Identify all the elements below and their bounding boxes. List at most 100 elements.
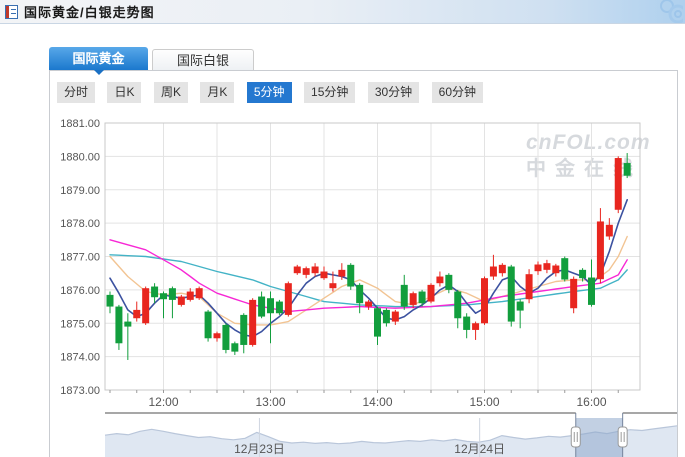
candle-body (605, 224, 613, 237)
candle-body (570, 278, 578, 309)
period-toolbar: 分时 日K 周K 月K 5分钟 15分钟 30分钟 60分钟 (57, 82, 491, 103)
candle-body (213, 333, 221, 339)
x-axis-label: 12:00 (148, 395, 178, 409)
navigator-area[interactable] (105, 425, 677, 457)
watermark-brand: cnFOL.com (526, 131, 651, 154)
y-axis-label: 1878.00 (60, 218, 100, 230)
ma-orange-line (109, 235, 628, 326)
page-title: 国际黄金/白银走势图 (24, 5, 155, 20)
tab-international-gold[interactable]: 国际黄金 (49, 47, 148, 75)
candle-body (231, 343, 239, 352)
candle-body (356, 284, 364, 304)
candle-body (588, 277, 595, 305)
candle-body (124, 321, 132, 327)
navigator-date-label: 12月23日 (234, 442, 285, 456)
candle-body (543, 263, 551, 270)
candle-body (168, 288, 176, 300)
tab-bar: 国际黄金 国际白银 (49, 47, 254, 75)
candle-body (498, 264, 506, 274)
candle-body (489, 266, 497, 277)
candle-body (222, 324, 230, 350)
candle-body (258, 296, 266, 317)
candle-body (561, 258, 569, 280)
y-axis-label: 1879.00 (60, 185, 100, 197)
x-axis-label: 13:00 (255, 395, 285, 409)
cloud-swirl-decoration (660, 0, 683, 23)
y-axis-label: 1875.00 (60, 318, 100, 330)
candle-body (614, 158, 622, 210)
tab-international-silver[interactable]: 国际白银 (152, 49, 254, 70)
candle-body (427, 284, 435, 302)
candle-body (534, 264, 542, 272)
y-axis-label: 1873.00 (60, 385, 100, 397)
y-axis-label: 1880.00 (60, 151, 100, 163)
candle-body (302, 268, 310, 275)
watermark: cnFOL.com 中金在线 (526, 131, 651, 180)
watermark-cn: 中金在线 (526, 158, 642, 181)
navigator-right-handle[interactable] (617, 426, 628, 448)
candle-body (106, 294, 114, 307)
candle-body (409, 293, 417, 305)
candle-body (552, 265, 560, 274)
candle-body (284, 283, 292, 315)
candle-body (596, 221, 604, 280)
period-button-weekly[interactable]: 周K (153, 82, 188, 103)
candle-body (418, 291, 426, 304)
navigator-left-handle[interactable] (570, 426, 581, 448)
navigator-date-label: 12月24日 (454, 442, 505, 456)
period-button-daily[interactable]: 日K (107, 82, 142, 103)
candle-body (400, 284, 408, 307)
candle-body (623, 163, 631, 176)
candle-body (151, 286, 159, 298)
candle-body (374, 308, 381, 337)
candle-body (338, 269, 346, 277)
candle-body (579, 269, 587, 279)
x-axis-label: 15:00 (469, 395, 499, 409)
y-axis-label: 1881.00 (60, 118, 100, 130)
candle-body (329, 283, 337, 289)
candle-body (463, 316, 471, 330)
x-axis-label: 16:00 (576, 395, 606, 409)
candle-body (160, 293, 167, 300)
candle-body (293, 266, 301, 274)
candle-body (320, 271, 328, 279)
candle-body (195, 288, 203, 299)
candle-body (177, 296, 185, 305)
y-axis-label: 1877.00 (60, 252, 100, 264)
candle-body (365, 301, 373, 307)
candle-body (516, 301, 524, 311)
candle-body (525, 274, 533, 300)
candle-body (445, 274, 453, 290)
candle-body (472, 323, 480, 330)
candle-body (454, 291, 462, 319)
candle-body (267, 298, 274, 314)
candle-body (436, 276, 444, 284)
period-button-60min[interactable]: 60分钟 (431, 82, 483, 103)
period-button-timeline[interactable]: 分时 (57, 82, 96, 103)
candle-body (186, 291, 194, 300)
candle-body (507, 266, 515, 322)
period-button-5min[interactable]: 5分钟 (246, 82, 292, 103)
document-icon (5, 4, 18, 19)
candle-body (275, 301, 283, 314)
y-axis-label: 1876.00 (60, 285, 100, 297)
candle-body (133, 309, 141, 319)
candlestick-chart: 1881.00 1880.00 1879.00 1878.00 1877.00 1876.… (49, 70, 678, 457)
period-button-30min[interactable]: 30分钟 (367, 82, 420, 103)
period-button-15min[interactable]: 15分钟 (304, 82, 356, 103)
period-button-monthly[interactable]: 月K (200, 82, 235, 103)
candle-body (240, 314, 248, 345)
candle-body (347, 264, 355, 287)
candle-body (115, 306, 123, 344)
candle-body (249, 299, 257, 345)
candle-body (382, 309, 390, 324)
x-axis-label: 14:00 (362, 395, 392, 409)
navigator-selection[interactable] (575, 418, 623, 457)
candle-body (142, 288, 150, 324)
candle-body (204, 311, 212, 339)
plot-border (104, 122, 641, 391)
candle-body (481, 278, 488, 324)
candle-body (311, 266, 319, 274)
window-titlebar: 国际黄金/白银走势图 (0, 0, 685, 24)
y-axis-label: 1874.00 (60, 352, 100, 364)
